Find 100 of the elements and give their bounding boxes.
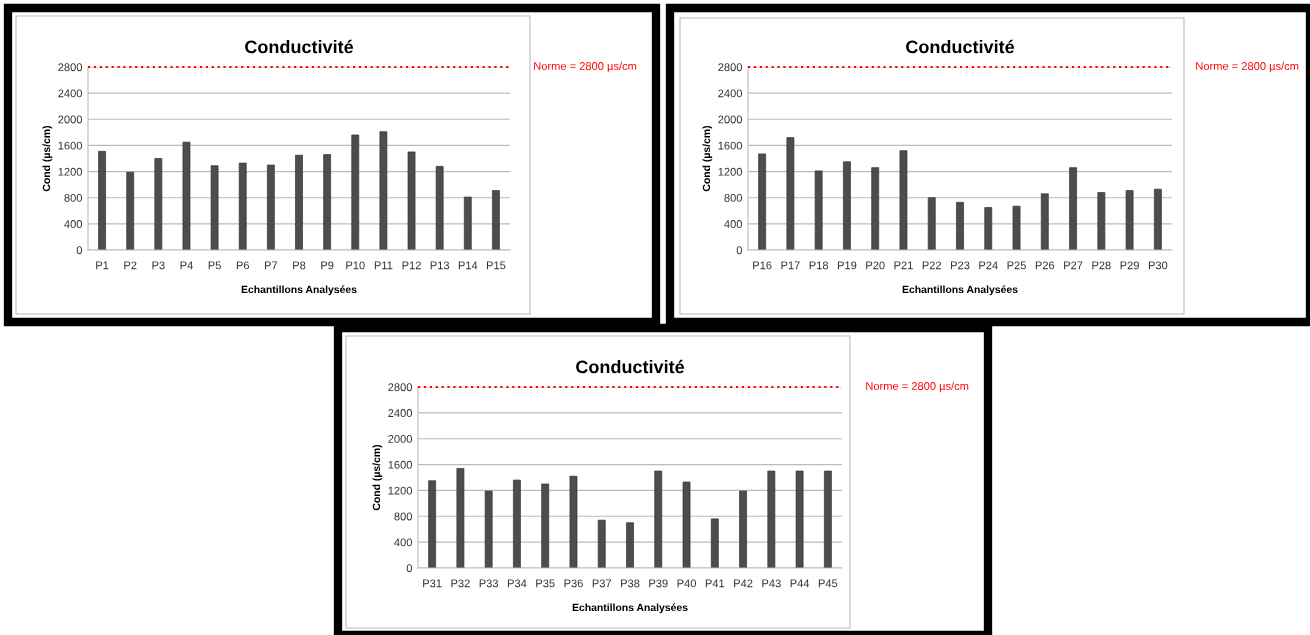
bar: [210, 165, 219, 250]
y-tick-label: 2400: [718, 89, 743, 98]
bar: [182, 141, 191, 250]
bar: [956, 201, 964, 250]
bar: [739, 490, 747, 568]
bar: [484, 490, 493, 568]
bar: [843, 161, 851, 250]
bar: [1069, 167, 1077, 250]
x-tick-label: P35: [536, 579, 555, 588]
y-tick-label: 1600: [388, 460, 413, 469]
chart-title: Conductivité: [245, 39, 354, 54]
x-tick-label: P8: [293, 261, 306, 270]
y-tick-label: 800: [64, 193, 83, 202]
bar: [682, 481, 691, 568]
x-tick-label: P12: [402, 261, 421, 270]
x-tick-label: P20: [866, 261, 885, 270]
y-tick-label: 400: [64, 220, 83, 228]
bar: [435, 165, 444, 250]
bar: [126, 171, 135, 250]
bar: [238, 162, 247, 250]
bar: [984, 207, 993, 250]
bar: [597, 519, 606, 568]
y-axis-title: Cond (µs/cm): [42, 125, 53, 192]
y-tick-label: 0: [406, 564, 413, 573]
bar: [1012, 205, 1021, 250]
x-axis-title: Echantillons Analysées: [241, 285, 357, 296]
x-tick-label: P26: [1035, 261, 1055, 270]
y-tick-label: 1600: [718, 141, 743, 150]
bar: [428, 480, 437, 568]
x-tick-label: P9: [321, 261, 334, 270]
bar: [1153, 188, 1162, 250]
x-tick-label: P10: [346, 261, 365, 270]
y-tick-label: 0: [76, 246, 83, 255]
x-tick-label: P32: [451, 579, 470, 588]
bar: [492, 190, 500, 250]
y-tick-label: 2800: [388, 383, 413, 392]
y-tick-label: 2400: [58, 89, 83, 98]
x-tick-label: P44: [790, 579, 810, 588]
x-tick-label: P27: [1064, 261, 1083, 270]
bar: [823, 470, 832, 568]
y-tick-label: 800: [394, 512, 413, 521]
x-tick-label: P42: [734, 579, 753, 588]
y-tick-label: 1200: [58, 167, 83, 176]
x-tick-label: P38: [621, 579, 640, 588]
ref-line-label: Norme = 2800 µs/cm: [1196, 61, 1299, 73]
x-tick-label: P33: [479, 579, 499, 588]
x-tick-label: P34: [507, 579, 527, 588]
x-tick-label: P19: [837, 261, 857, 270]
bar: [1097, 192, 1106, 250]
bar: [1040, 193, 1049, 250]
x-tick-label: P39: [649, 579, 668, 588]
x-tick-label: P11: [374, 261, 393, 270]
bar: [98, 150, 106, 250]
bar: [786, 137, 795, 250]
x-tick-label: P21: [894, 261, 913, 270]
bar: [795, 470, 804, 568]
x-tick-label: P3: [152, 261, 165, 270]
x-tick-label: P25: [1007, 261, 1026, 270]
x-tick-label: P45: [818, 579, 838, 588]
bar: [899, 150, 908, 250]
y-tick-label: 1200: [388, 486, 413, 495]
y-tick-label: 2000: [718, 115, 743, 124]
x-tick-label: P4: [180, 261, 193, 270]
x-tick-label: P18: [809, 261, 829, 270]
x-tick-label: P7: [264, 261, 278, 270]
bar: [267, 164, 275, 250]
bar: [758, 153, 767, 250]
x-tick-label: P5: [208, 261, 221, 270]
bar: [463, 196, 472, 250]
x-tick-label: P40: [677, 579, 696, 588]
chart-title: Conductivité: [906, 39, 1015, 54]
bar: [513, 479, 521, 568]
y-tick-label: 2800: [58, 63, 83, 72]
x-tick-label: P37: [592, 579, 612, 588]
bar: [379, 131, 388, 250]
y-tick-label: 1200: [718, 167, 743, 176]
bar: [814, 170, 823, 250]
x-tick-label: P6: [236, 261, 250, 270]
y-axis-title: Cond (µs/cm): [702, 125, 713, 192]
bar: [767, 470, 776, 568]
y-tick-label: 2000: [58, 115, 83, 124]
x-axis-title: Echantillons Analysées: [572, 603, 688, 614]
y-tick-label: 400: [724, 220, 743, 228]
x-tick-label: P15: [486, 261, 506, 270]
bar: [154, 158, 163, 250]
y-tick-label: 800: [724, 193, 743, 202]
y-tick-label: 0: [736, 246, 743, 255]
x-axis-title: Echantillons Analysées: [902, 285, 1018, 296]
x-tick-label: P36: [564, 579, 583, 588]
x-tick-label: P13: [430, 261, 450, 270]
x-tick-label: P1: [96, 261, 109, 270]
x-tick-label: P31: [423, 579, 442, 588]
x-tick-label: P24: [979, 261, 998, 270]
bar: [407, 151, 416, 250]
bar: [541, 483, 550, 568]
bar: [654, 470, 663, 568]
x-tick-label: P28: [1092, 261, 1111, 270]
bar: [351, 134, 360, 250]
y-tick-label: 1600: [58, 141, 83, 150]
bar: [295, 154, 303, 250]
